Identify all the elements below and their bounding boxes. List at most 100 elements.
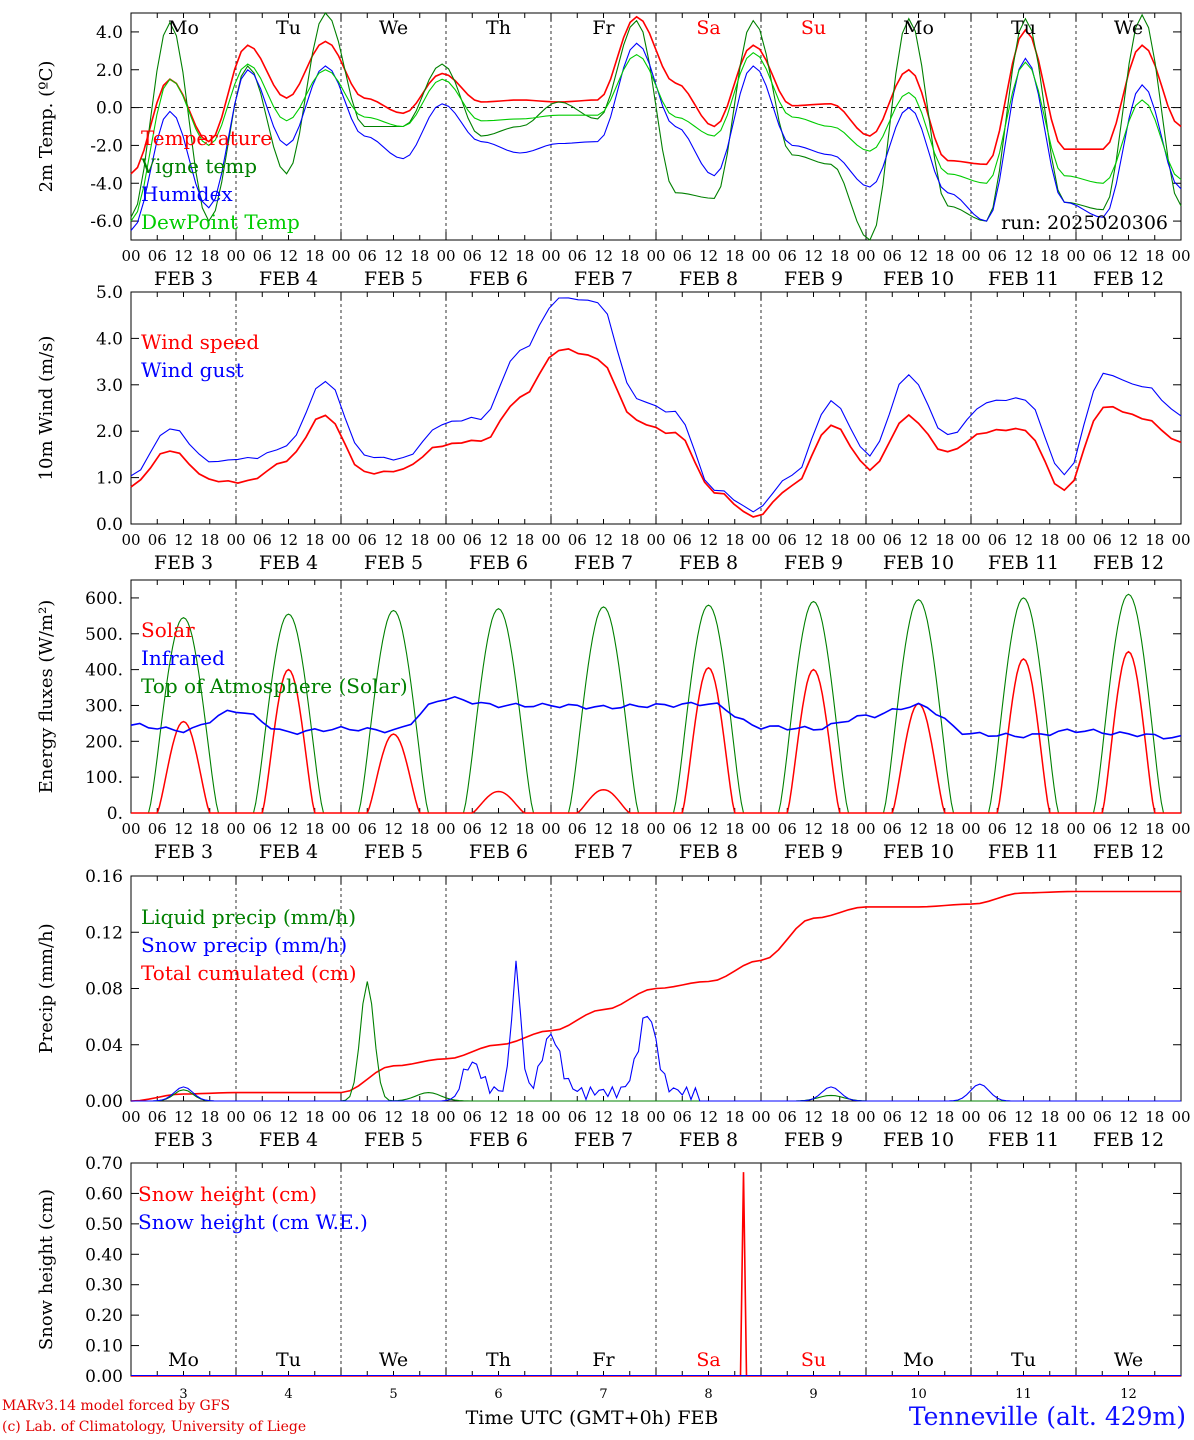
hour-tick-label: 18 xyxy=(200,531,219,549)
series-line-humidex xyxy=(130,42,1182,231)
hour-tick-label: 12 xyxy=(909,247,928,265)
date-label: FEB 10 xyxy=(883,268,954,290)
hour-tick-label: 06 xyxy=(253,1108,272,1126)
hour-tick-label: 06 xyxy=(1093,531,1112,549)
day-number-label: 4 xyxy=(284,1387,292,1402)
hour-tick-label: 00 xyxy=(121,820,140,838)
y-tick-label: 0.0 xyxy=(96,515,123,535)
hour-tick-label: 18 xyxy=(515,1108,534,1126)
hour-tick-label: 06 xyxy=(253,531,272,549)
y-tick-label: 200. xyxy=(85,732,123,752)
hour-tick-label: 00 xyxy=(856,247,875,265)
hour-tick-label: 06 xyxy=(568,531,587,549)
day-number-label: 7 xyxy=(599,1387,607,1402)
legend-entry: Temperature xyxy=(141,126,272,150)
legend-entry: Total cumulated (cm) xyxy=(141,961,357,985)
y-tick-label: 0.08 xyxy=(85,980,123,1000)
legend-entry: Snow height (cm) xyxy=(138,1182,317,1206)
y-tick-label: 0.00 xyxy=(85,1092,123,1112)
date-label: FEB 8 xyxy=(679,841,738,863)
date-label: FEB 4 xyxy=(259,268,318,290)
hour-tick-label: 18 xyxy=(620,1108,639,1126)
series-line-temperature xyxy=(130,15,1182,175)
hour-tick-label: 00 xyxy=(1171,820,1190,838)
hour-tick-label: 00 xyxy=(121,531,140,549)
hour-tick-label: 00 xyxy=(436,820,455,838)
day-label: Mo xyxy=(903,1349,934,1371)
series-line-infrared xyxy=(130,695,1182,740)
hour-tick-label: 12 xyxy=(594,820,613,838)
hour-tick-label: 00 xyxy=(331,820,350,838)
y-tick-label: 0.0 xyxy=(96,99,123,119)
day-label: We xyxy=(379,17,408,39)
date-label: FEB 3 xyxy=(154,268,213,290)
series-line-wind-gust xyxy=(130,297,1182,513)
panel-4: 0.16 0.12 0.08 0.04 0.00 Precip (mm/h) 00 06 12 1… xyxy=(36,867,1191,1151)
y-tick-label: 100. xyxy=(85,768,123,788)
hour-tick-label: 18 xyxy=(1145,531,1164,549)
hour-tick-label: 06 xyxy=(463,247,482,265)
run-label: run: 2025020306 xyxy=(1001,212,1168,234)
hour-tick-label: 00 xyxy=(1066,531,1085,549)
hour-tick-label: 06 xyxy=(358,247,377,265)
hour-tick-label: 00 xyxy=(856,820,875,838)
hour-tick-label: 12 xyxy=(909,1108,928,1126)
y-axis-label: Snow height (cm) xyxy=(36,1189,57,1350)
y-tick-label: 500. xyxy=(85,625,123,645)
series-line-wind-speed xyxy=(130,348,1182,518)
date-label: FEB 7 xyxy=(574,1129,633,1151)
hour-tick-label: 12 xyxy=(594,247,613,265)
hour-tick-label: 12 xyxy=(174,1108,193,1126)
series-line-total-cumulated xyxy=(130,890,1181,1102)
hour-tick-label: 12 xyxy=(1119,247,1138,265)
hour-tick-label: 12 xyxy=(1014,820,1033,838)
hour-tick-label: 12 xyxy=(1014,531,1033,549)
hour-tick-label: 18 xyxy=(305,1108,324,1126)
hour-tick-label: 18 xyxy=(1040,531,1059,549)
y-tick-label: 0. xyxy=(107,804,123,824)
hour-tick-label: 00 xyxy=(436,247,455,265)
y-tick-label: 0.50 xyxy=(85,1215,123,1235)
hour-tick-label: 00 xyxy=(226,820,245,838)
date-label: FEB 5 xyxy=(364,1129,423,1151)
y-axis-label: 2m Temp. (ºC) xyxy=(36,61,57,193)
date-label: FEB 5 xyxy=(364,841,423,863)
hour-tick-label: 18 xyxy=(725,531,744,549)
hour-tick-label: 06 xyxy=(673,531,692,549)
date-label: FEB 7 xyxy=(574,841,633,863)
y-tick-label: 0.16 xyxy=(85,867,123,887)
hour-tick-label: 12 xyxy=(489,247,508,265)
hour-tick-label: 12 xyxy=(279,1108,298,1126)
day-label: Th xyxy=(486,17,511,39)
hour-tick-label: 12 xyxy=(279,820,298,838)
hour-tick-label: 18 xyxy=(1040,1108,1059,1126)
hour-tick-label: 06 xyxy=(778,247,797,265)
date-label: FEB 12 xyxy=(1093,268,1164,290)
date-label: FEB 4 xyxy=(259,552,318,574)
hour-tick-label: 06 xyxy=(253,820,272,838)
y-tick-label: 2.0 xyxy=(96,422,123,442)
hour-tick-label: 06 xyxy=(148,820,167,838)
hour-tick-label: 00 xyxy=(961,531,980,549)
series-line-snow-precip xyxy=(131,960,1181,1102)
hour-tick-label: 00 xyxy=(1171,247,1190,265)
y-tick-label: 400. xyxy=(85,661,123,681)
hour-tick-label: 12 xyxy=(489,820,508,838)
hour-tick-label: 18 xyxy=(830,247,849,265)
y-tick-label: 0.10 xyxy=(85,1337,123,1357)
hour-tick-label: 12 xyxy=(384,1108,403,1126)
hour-tick-label: 12 xyxy=(174,820,193,838)
hour-tick-label: 18 xyxy=(1040,820,1059,838)
panel-5: 0.70 0.60 0.50 0.40 0.30 0.20 0.10 0.00 Snow hei… xyxy=(36,1154,1182,1429)
hour-tick-label: 18 xyxy=(305,531,324,549)
hour-tick-label: 12 xyxy=(174,531,193,549)
hour-tick-label: 06 xyxy=(568,820,587,838)
hour-tick-label: 12 xyxy=(699,531,718,549)
hour-tick-label: 00 xyxy=(541,531,560,549)
day-label: Sa xyxy=(696,17,720,39)
date-label: FEB 4 xyxy=(259,841,318,863)
date-label: FEB 6 xyxy=(469,552,528,574)
hour-tick-label: 00 xyxy=(121,1108,140,1126)
date-label: FEB 9 xyxy=(784,1129,843,1151)
hour-tick-label: 00 xyxy=(961,1108,980,1126)
